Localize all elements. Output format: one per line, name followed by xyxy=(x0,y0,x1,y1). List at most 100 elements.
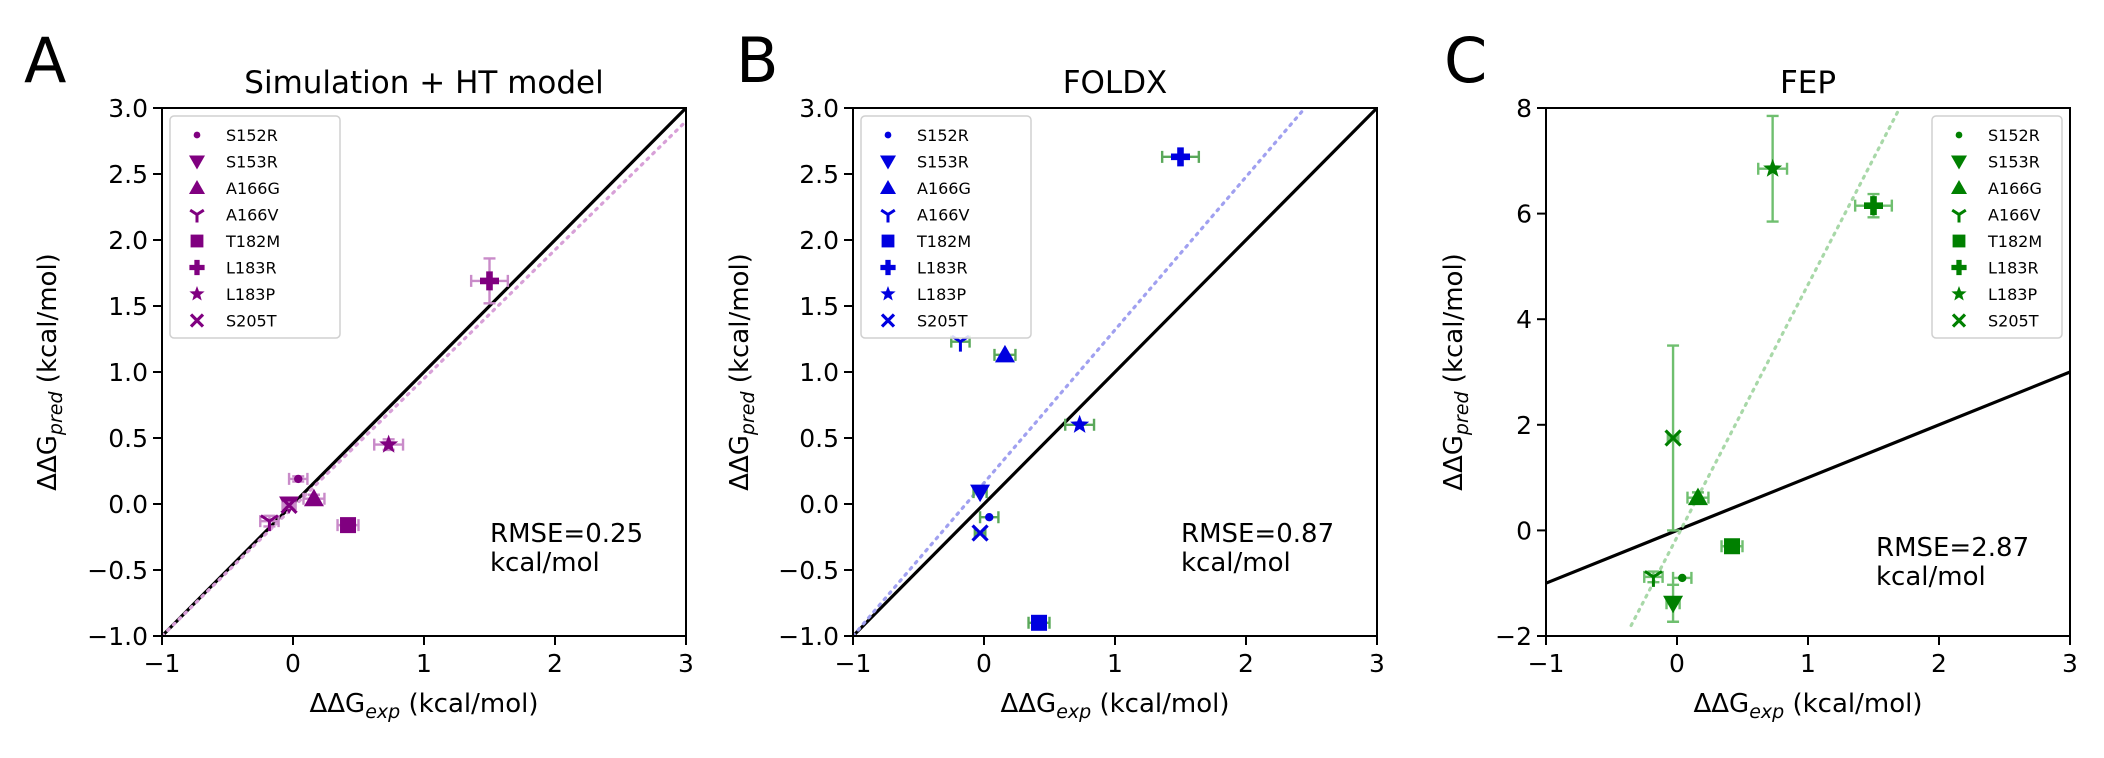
panel-a-letter: A xyxy=(24,24,66,97)
panel-a: A Simulation + HT model −1 0 1 2 3 −1.0 −0.5 0.0 0… xyxy=(24,24,694,723)
panel-a-ytick-label: 0.5 xyxy=(108,424,148,453)
panel-c-legend: S152R S153R A166G A166V T182M L183R L183P S205T xyxy=(1931,115,2063,339)
panel-b-identity-line xyxy=(853,108,1377,636)
panel-a-ytick-label: 1.0 xyxy=(108,358,148,387)
panel-c-legend-label: A166G xyxy=(1988,179,2042,198)
panel-a-point-s152r xyxy=(287,472,309,485)
panel-c-point-l183p xyxy=(1757,114,1789,223)
panel-b-legend-item: T182M xyxy=(881,232,971,251)
panel-a-legend-label: A166G xyxy=(226,179,280,198)
panel-b-marker-l183p xyxy=(1070,414,1090,433)
panel-c-legend-label: S205T xyxy=(1988,312,2039,331)
panel-a-legend-label: S205T xyxy=(226,312,277,331)
panel-a-legend-item: A166V xyxy=(189,206,278,225)
panel-a-point-a166v xyxy=(259,514,280,532)
panel-c-legend-label: L183R xyxy=(1988,259,2039,278)
panel-a-legend-label: S153R xyxy=(226,153,278,172)
panel-c-legend-label: S152R xyxy=(1988,126,2040,145)
panel-b-ytick-label: 0.0 xyxy=(799,490,839,519)
panel-b-legend-item: A166G xyxy=(880,179,971,198)
panel-c-marker-s152r xyxy=(1678,573,1687,583)
panel-c-legend-marker-a166v xyxy=(1951,208,1967,223)
panel-a-point-t182m xyxy=(336,517,360,534)
panel-c-xlabel: ΔΔGexp (kcal/mol) xyxy=(1693,689,1922,723)
panel-b: B FOLDX −1 0 1 2 3 −1.0 −0.5 0.0 0.5 1.0 1.5 2.0 2.5 3.… xyxy=(725,24,1385,723)
panel-c-legend-marker-s152r xyxy=(1955,131,1963,139)
panel-a-marker-t182m xyxy=(340,517,357,534)
panel-a-point-l183r xyxy=(469,257,510,305)
panel-b-point-l183p xyxy=(1064,414,1096,433)
panel-b-legend-item: A166V xyxy=(880,206,969,225)
panel-c-ytick-label: −2 xyxy=(1495,622,1532,651)
panel-a-marker-l183r xyxy=(480,271,499,291)
panel-c-ytick-label: 6 xyxy=(1516,200,1532,229)
panel-b-ytick-label: 2.0 xyxy=(799,226,839,255)
panel-b-legend-label: S152R xyxy=(917,126,969,145)
panel-c-legend-marker-a166g xyxy=(1951,180,1967,194)
panel-b-legend-marker-a166g xyxy=(880,180,896,194)
panel-b-legend-marker-a166v xyxy=(880,208,896,223)
panel-c-point-s205t xyxy=(1664,344,1682,532)
panel-c-legend-marker-l183p xyxy=(1951,286,1967,301)
panel-c-plot-area xyxy=(1546,108,2070,628)
panel-b-legend-box xyxy=(860,115,1032,339)
panel-a-xtick-label: 2 xyxy=(547,649,563,678)
panel-a-legend-marker-l183p xyxy=(189,286,205,301)
panel-a-marker-s152r xyxy=(294,474,303,484)
panel-c-legend-item: A166G xyxy=(1951,179,2042,198)
panel-c-fit-line xyxy=(1629,108,1902,628)
panel-b-legend-label: S205T xyxy=(917,312,968,331)
panel-a-marker-s205t xyxy=(280,496,298,514)
panel-c-legend-item: T182M xyxy=(1952,232,2042,251)
panel-a-point-a166g xyxy=(302,488,326,507)
panel-a-fit-line xyxy=(162,119,686,636)
panel-c-ytick-label: 2 xyxy=(1516,411,1532,440)
panel-b-legend-label: S153R xyxy=(917,153,969,172)
panel-a-legend-label: A166V xyxy=(226,206,278,225)
panel-b-xtick-label: −1 xyxy=(835,649,872,678)
panel-b-marker-s205t xyxy=(971,524,989,542)
panel-a-legend-marker-a166g xyxy=(189,180,205,194)
panel-a-legend-marker-s152r xyxy=(193,131,201,139)
panel-b-ytick-label: 2.5 xyxy=(799,160,839,189)
panel-c-point-a166g xyxy=(1686,487,1710,506)
panel-c-legend-marker-s205t xyxy=(1951,313,1967,328)
panel-b-marker-s153r xyxy=(970,484,991,503)
panel-c-point-t182m xyxy=(1720,538,1744,555)
panel-c-point-l183r xyxy=(1853,192,1894,219)
panel-c-letter: C xyxy=(1444,24,1487,97)
panel-b-ytick-label: −1.0 xyxy=(778,622,839,651)
panel-a-xtick-label: 3 xyxy=(678,649,694,678)
panel-a-legend-item: T182M xyxy=(190,232,280,251)
panel-b-xtick-label: 1 xyxy=(1107,649,1123,678)
panel-b-legend-item: S152R xyxy=(884,126,969,145)
panel-a-legend-label: T182M xyxy=(225,232,280,251)
panel-c-legend-item: S205T xyxy=(1951,312,2039,331)
panel-c-marker-l183p xyxy=(1763,158,1783,177)
panel-b-xtick-label: 0 xyxy=(976,649,992,678)
panel-b-xlabel: ΔΔGexp (kcal/mol) xyxy=(1000,689,1229,723)
panel-a-ytick-label: 2.0 xyxy=(108,226,148,255)
panel-b-xtick-label: 3 xyxy=(1369,649,1385,678)
panel-a-legend-item: S205T xyxy=(189,312,277,331)
panel-b-legend-marker-s152r xyxy=(884,131,892,139)
panel-c-point-s152r xyxy=(1671,571,1693,584)
panel-b-letter: B xyxy=(736,24,779,97)
panel-c-marker-l183r xyxy=(1864,196,1883,216)
panel-c-legend-box xyxy=(1931,115,2063,339)
panel-a-point-l183p xyxy=(373,434,405,453)
panel-a-plot-area xyxy=(162,108,686,636)
panel-c-legend-label: T182M xyxy=(1987,232,2042,251)
panel-a-legend-marker-s205t xyxy=(189,313,205,328)
panel-b-legend-item: L183R xyxy=(880,259,968,278)
panel-a-legend-item: L183R xyxy=(189,259,277,278)
panel-a-point-s205t xyxy=(280,496,298,514)
panel-b-point-s205t xyxy=(971,524,989,542)
panel-c-xtick-label: 1 xyxy=(1800,649,1816,678)
panel-a-ylabel: ΔΔGpred (kcal/mol) xyxy=(33,253,67,491)
panel-c-ytick-label: 4 xyxy=(1516,305,1532,334)
panel-c-legend-label: L183P xyxy=(1988,285,2037,304)
panel-c-xtick-label: 3 xyxy=(2062,649,2078,678)
panel-a-legend-label: L183R xyxy=(226,259,277,278)
panel-b-legend-marker-s205t xyxy=(880,313,896,328)
